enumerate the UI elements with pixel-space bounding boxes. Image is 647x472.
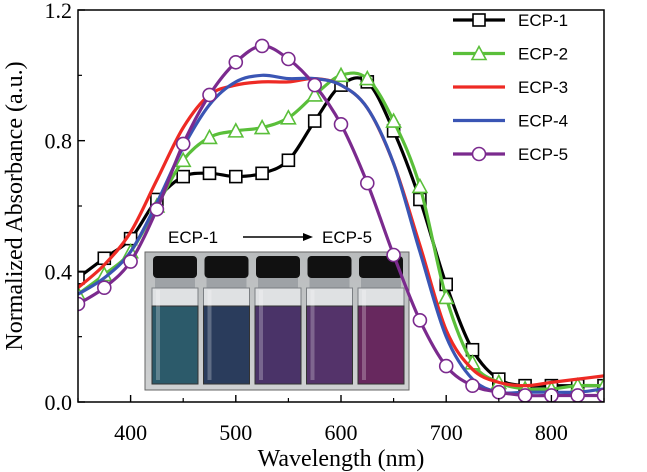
inset-label-start: ECP-1 bbox=[168, 228, 218, 247]
vial-highlight bbox=[362, 290, 366, 380]
vial-solution bbox=[306, 305, 353, 385]
legend: ECP-1 ECP-2 ECP-3 ECP-4 ECP-5 bbox=[453, 11, 568, 164]
data-point bbox=[280, 109, 297, 125]
data-point bbox=[97, 280, 112, 295]
legend-item-ecp-1: ECP-1 bbox=[453, 11, 568, 30]
vial-highlight bbox=[310, 290, 315, 380]
x-axis: 400 500 600 700 800 bbox=[77, 395, 605, 445]
vial-neck bbox=[206, 278, 247, 288]
x-tick-label: 600 bbox=[325, 420, 358, 445]
vial bbox=[151, 256, 199, 385]
data-point bbox=[78, 271, 85, 285]
legend-item-ecp-2: ECP-2 bbox=[453, 45, 568, 64]
vial-cap bbox=[307, 256, 352, 278]
vial-cap bbox=[256, 256, 300, 278]
x-tick-label: 400 bbox=[114, 420, 147, 445]
data-point bbox=[596, 388, 604, 402]
legend-label: ECP-4 bbox=[518, 112, 568, 131]
x-tick-label: 500 bbox=[219, 420, 252, 445]
legend-label: ECP-5 bbox=[518, 145, 568, 164]
y-tick-label: 1.2 bbox=[45, 0, 73, 23]
data-point bbox=[281, 153, 296, 168]
y-axis: 0.0 0.4 0.8 1.2 bbox=[45, 0, 85, 415]
data-point bbox=[306, 86, 324, 102]
data-point bbox=[411, 177, 429, 194]
vial bbox=[203, 256, 250, 385]
data-point bbox=[332, 66, 350, 83]
y-tick-label: 0.8 bbox=[45, 129, 73, 154]
data-point bbox=[228, 54, 244, 70]
y-tick-label: 0.0 bbox=[45, 390, 73, 415]
vial-cap bbox=[153, 256, 197, 278]
legend-item-ecp-5: ECP-5 bbox=[453, 145, 568, 164]
data-point bbox=[333, 117, 349, 132]
data-point bbox=[254, 38, 270, 54]
data-point bbox=[149, 201, 165, 217]
vial-highlight bbox=[207, 290, 212, 380]
inset-label-end: ECP-5 bbox=[322, 228, 372, 247]
data-point bbox=[229, 169, 243, 184]
legend-label: ECP-2 bbox=[518, 45, 568, 64]
data-point bbox=[202, 166, 217, 181]
inset-arrow-head bbox=[303, 233, 313, 241]
series-layer bbox=[78, 38, 604, 402]
legend-item-ecp-4: ECP-4 bbox=[453, 112, 568, 131]
data-point bbox=[517, 388, 533, 402]
vial-solution bbox=[151, 305, 199, 385]
x-tick-label: 700 bbox=[430, 420, 463, 445]
data-point bbox=[255, 166, 269, 181]
vial-neck bbox=[155, 278, 195, 288]
data-point bbox=[385, 112, 402, 128]
series-ecp-5 bbox=[78, 38, 604, 402]
data-point bbox=[175, 136, 191, 152]
data-point bbox=[281, 51, 296, 67]
x-axis-title: Wavelength (nm) bbox=[258, 446, 425, 472]
data-point bbox=[570, 388, 585, 402]
inset-label: ECP-1 ECP-5 bbox=[168, 228, 372, 247]
vial-neck bbox=[309, 278, 350, 288]
data-point bbox=[359, 175, 375, 191]
data-point bbox=[358, 69, 376, 86]
vial bbox=[254, 256, 302, 385]
data-point bbox=[174, 151, 192, 168]
legend-marker bbox=[471, 146, 487, 162]
vial bbox=[306, 256, 353, 385]
data-point bbox=[202, 87, 217, 103]
data-point bbox=[253, 118, 271, 135]
vial-solution bbox=[203, 305, 250, 385]
data-point bbox=[465, 378, 480, 393]
data-point bbox=[176, 169, 190, 184]
data-point bbox=[386, 247, 401, 263]
legend-marker bbox=[472, 13, 486, 27]
vial-solution bbox=[254, 305, 302, 385]
vial-neck bbox=[258, 278, 298, 288]
data-point bbox=[227, 122, 245, 138]
x-tick-label: 800 bbox=[535, 420, 568, 445]
legend-item-ecp-3: ECP-3 bbox=[453, 78, 568, 97]
vial-cap bbox=[204, 256, 249, 278]
legend-marker bbox=[470, 44, 488, 61]
y-axis-title: Normalized Absorbance (a.u.) bbox=[2, 61, 28, 350]
legend-label: ECP-3 bbox=[518, 78, 568, 97]
vial-highlight bbox=[156, 290, 160, 380]
data-point bbox=[307, 114, 322, 128]
data-point bbox=[438, 358, 454, 374]
data-point bbox=[412, 313, 428, 328]
data-point bbox=[437, 288, 455, 305]
vial bbox=[357, 256, 405, 385]
y-tick-label: 0.4 bbox=[45, 259, 73, 284]
data-point bbox=[123, 254, 138, 269]
vial-highlight bbox=[259, 290, 263, 380]
vial-solution bbox=[357, 305, 405, 385]
data-point bbox=[307, 77, 323, 93]
data-point bbox=[491, 384, 507, 400]
data-point bbox=[78, 296, 86, 312]
data-point bbox=[201, 128, 218, 145]
inset-photo bbox=[144, 251, 410, 391]
legend-label: ECP-1 bbox=[518, 11, 568, 30]
vials-group bbox=[151, 256, 405, 385]
vial-neck bbox=[361, 278, 401, 288]
